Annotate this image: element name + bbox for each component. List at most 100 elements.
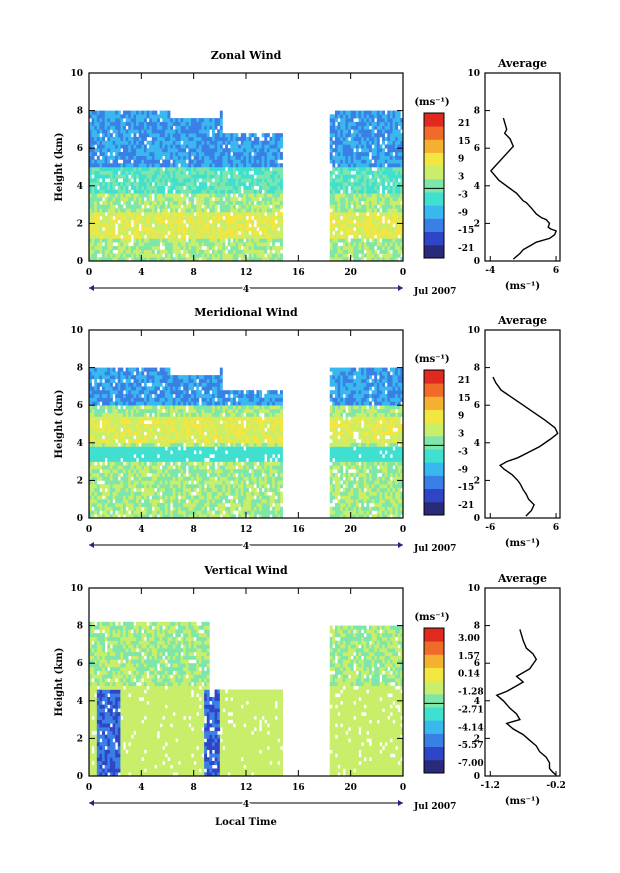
avg-y-tick-label: 10 xyxy=(467,69,480,79)
date-label: Jul 2007 xyxy=(413,287,456,297)
colorbar-segment xyxy=(424,410,444,424)
colorbar-segment xyxy=(424,641,444,655)
avg-y-tick-label: 10 xyxy=(467,326,480,336)
x-tick-label: 0 xyxy=(86,783,92,793)
colorbar-segment xyxy=(424,232,444,246)
x-tick-label: 0 xyxy=(86,525,92,535)
y-axis-label: Height (km) xyxy=(54,390,65,459)
avg-y-tick-label: 6 xyxy=(474,401,480,411)
avg-x-tick-label: -1.2 xyxy=(481,781,500,791)
colorbar-segment xyxy=(424,245,444,259)
colorbar-tick-label: 3.00 xyxy=(458,634,480,644)
colorbar-tick-label: 3 xyxy=(458,430,464,440)
colorbar-tick-label: -21 xyxy=(458,244,474,254)
x-tick-label: 4 xyxy=(138,525,144,535)
x-tick-label: 0 xyxy=(400,268,406,278)
x-axis-label: Local Time xyxy=(215,817,277,828)
avg-y-tick-label: 2 xyxy=(474,476,480,486)
colorbar-segment xyxy=(424,153,444,167)
colorbar-segment xyxy=(424,423,444,437)
x-tick-label: 16 xyxy=(292,525,305,535)
x-tick-label: 4 xyxy=(138,783,144,793)
x-tick-label: 8 xyxy=(191,783,197,793)
day-bar-arrow-right xyxy=(398,800,403,806)
date-label: Jul 2007 xyxy=(413,802,456,812)
colorbar-tick-label: -3 xyxy=(458,447,468,457)
average-title: Average xyxy=(497,314,547,327)
avg-y-tick-label: 8 xyxy=(474,107,480,117)
avg-y-tick-label: 4 xyxy=(474,439,480,449)
wind-field xyxy=(89,622,403,776)
average-profile-line xyxy=(493,377,558,516)
y-tick-label: 2 xyxy=(77,219,83,229)
y-tick-label: 0 xyxy=(77,514,83,524)
colorbar-tick-label: -3 xyxy=(458,190,468,200)
wind-field xyxy=(89,111,403,262)
colorbar-segment xyxy=(424,475,444,489)
colorbar-segment xyxy=(424,681,444,695)
colorbar-tick-label: -7.00 xyxy=(458,759,484,769)
colorbar-tick-label: 9 xyxy=(458,412,464,422)
avg-y-tick-label: 8 xyxy=(474,364,480,374)
y-tick-label: 2 xyxy=(77,734,83,744)
colorbar-tick-label: -9 xyxy=(458,208,468,218)
average-title: Average xyxy=(497,572,547,585)
colorbar-tick-label: -15 xyxy=(458,483,474,493)
y-tick-label: 2 xyxy=(77,476,83,486)
y-tick-label: 6 xyxy=(77,144,83,154)
x-tick-label: 12 xyxy=(240,525,253,535)
y-tick-label: 10 xyxy=(70,326,83,336)
panel-title: Meridional Wind xyxy=(194,306,298,319)
colorbar-unit: (ms⁻¹) xyxy=(414,612,449,623)
avg-y-tick-label: 4 xyxy=(474,697,480,707)
average-unit: (ms⁻¹) xyxy=(505,796,540,807)
date-label: Jul 2007 xyxy=(413,544,456,554)
x-tick-label: 0 xyxy=(400,783,406,793)
y-axis-label: Height (km) xyxy=(54,648,65,717)
x-tick-label: 20 xyxy=(344,525,357,535)
avg-x-tick-label: 6 xyxy=(553,523,559,533)
colorbar-unit: (ms⁻¹) xyxy=(414,97,449,108)
y-tick-label: 8 xyxy=(77,107,83,117)
avg-x-tick-label: -0.2 xyxy=(546,781,565,791)
y-tick-label: 10 xyxy=(70,584,83,594)
colorbar-tick-label: -2.71 xyxy=(458,705,484,715)
x-tick-label: 0 xyxy=(86,268,92,278)
y-tick-label: 6 xyxy=(77,401,83,411)
avg-y-tick-label: 2 xyxy=(474,219,480,229)
y-tick-label: 4 xyxy=(77,439,83,449)
x-tick-label: 4 xyxy=(138,268,144,278)
colorbar-segment xyxy=(424,396,444,410)
x-tick-label: 20 xyxy=(344,783,357,793)
colorbar-segment xyxy=(424,489,444,503)
colorbar-segment xyxy=(424,733,444,747)
y-tick-label: 8 xyxy=(77,622,83,632)
average-unit: (ms⁻¹) xyxy=(505,538,540,549)
avg-x-tick-label: 6 xyxy=(553,266,559,276)
colorbar-segment xyxy=(424,370,444,384)
colorbar-tick-label: 9 xyxy=(458,155,464,165)
colorbar-tick-label: 0.14 xyxy=(458,670,480,680)
colorbar-segment xyxy=(424,113,444,127)
avg-x-tick-label: -4 xyxy=(485,266,495,276)
colorbar-segment xyxy=(424,436,444,450)
avg-y-tick-label: 0 xyxy=(474,514,480,524)
colorbar-segment xyxy=(424,166,444,180)
day-bar-arrow-left xyxy=(89,285,94,291)
colorbar-tick-label: 15 xyxy=(458,394,471,404)
day-label: 4 xyxy=(243,542,249,552)
x-tick-label: 16 xyxy=(292,783,305,793)
colorbar-tick-label: -15 xyxy=(458,226,474,236)
colorbar-segment xyxy=(424,502,444,516)
y-tick-label: 4 xyxy=(77,182,83,192)
average-profile-line xyxy=(491,118,556,259)
colorbar-segment xyxy=(424,192,444,206)
x-tick-label: 8 xyxy=(191,268,197,278)
colorbar-tick-label: 3 xyxy=(458,173,464,183)
average-title: Average xyxy=(497,57,547,70)
day-label: 4 xyxy=(243,800,249,810)
colorbar-tick-label: 15 xyxy=(458,137,471,147)
avg-y-tick-label: 4 xyxy=(474,182,480,192)
y-tick-label: 6 xyxy=(77,659,83,669)
